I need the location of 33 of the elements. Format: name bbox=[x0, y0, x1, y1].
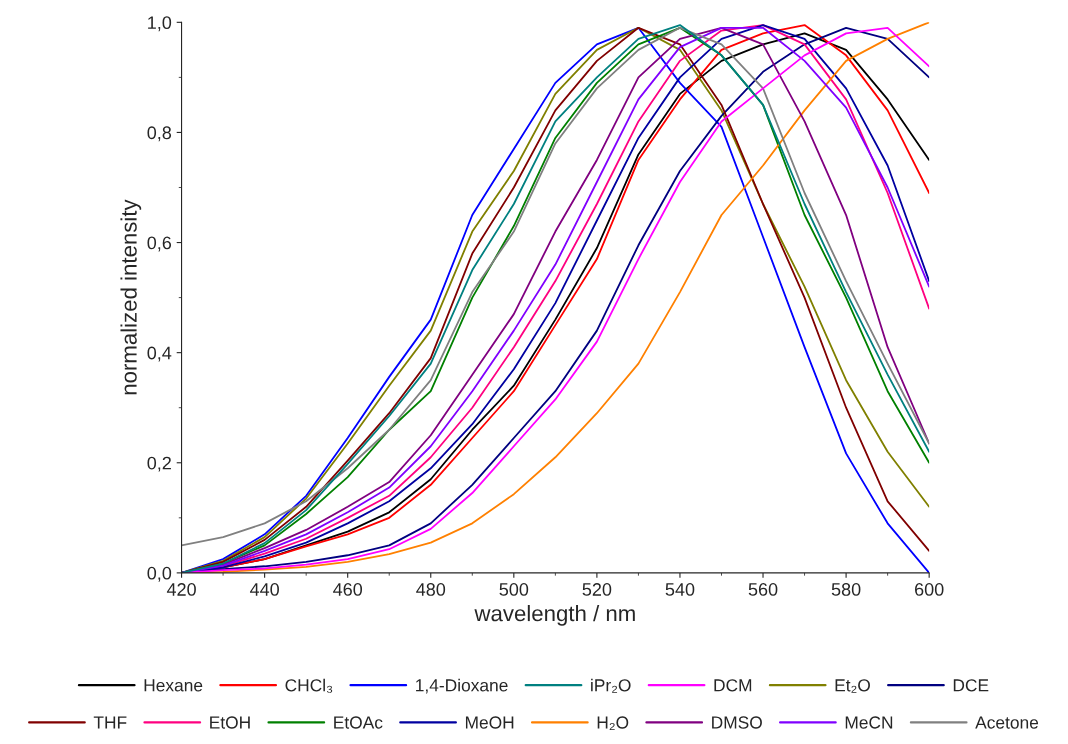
legend-label: DMSO bbox=[712, 716, 762, 729]
x-tick-label: 480 bbox=[416, 583, 446, 596]
legend-label: MeCN bbox=[845, 716, 893, 729]
x-tick-label: 540 bbox=[665, 583, 695, 596]
legend-label: Et₂O bbox=[835, 679, 870, 693]
legend-label: iPr₂O bbox=[591, 678, 631, 693]
legend-label: EtOAc bbox=[334, 716, 383, 729]
y-tick-label: 0,6 bbox=[147, 236, 172, 252]
legend-label: EtOH bbox=[210, 716, 250, 729]
x-tick-label: 500 bbox=[499, 583, 529, 596]
legend-label: Acetone bbox=[975, 716, 1039, 729]
y-tick-label: 0,4 bbox=[147, 346, 172, 362]
legend-label: 1,4-Dioxane bbox=[416, 678, 508, 694]
legend-label: MeOH bbox=[465, 716, 514, 729]
x-tick-label: 460 bbox=[333, 583, 363, 596]
y-axis-title: normalized intensity bbox=[120, 199, 142, 395]
x-tick-label: 600 bbox=[915, 583, 944, 596]
legend-label: DCE bbox=[953, 679, 989, 692]
y-tick-label: 1,0 bbox=[148, 16, 172, 32]
y-tick-label: 0,8 bbox=[147, 126, 172, 142]
legend-label: Hexane bbox=[144, 679, 203, 692]
y-tick-label: 0,2 bbox=[147, 456, 171, 472]
legend-label: THF bbox=[93, 716, 127, 729]
x-tick-label: 440 bbox=[249, 583, 279, 596]
y-tick-label: 0,0 bbox=[147, 566, 172, 582]
legend-label: CHCl₃ bbox=[285, 678, 333, 693]
legend-label: H₂O bbox=[597, 716, 629, 730]
x-tick-label: 580 bbox=[831, 583, 861, 596]
legend-label: DCM bbox=[714, 679, 752, 692]
x-tick-label: 520 bbox=[582, 583, 612, 596]
x-tick-label: 560 bbox=[748, 583, 778, 596]
x-axis-title: wavelength / nm bbox=[474, 604, 635, 626]
x-tick-label: 420 bbox=[166, 583, 196, 596]
